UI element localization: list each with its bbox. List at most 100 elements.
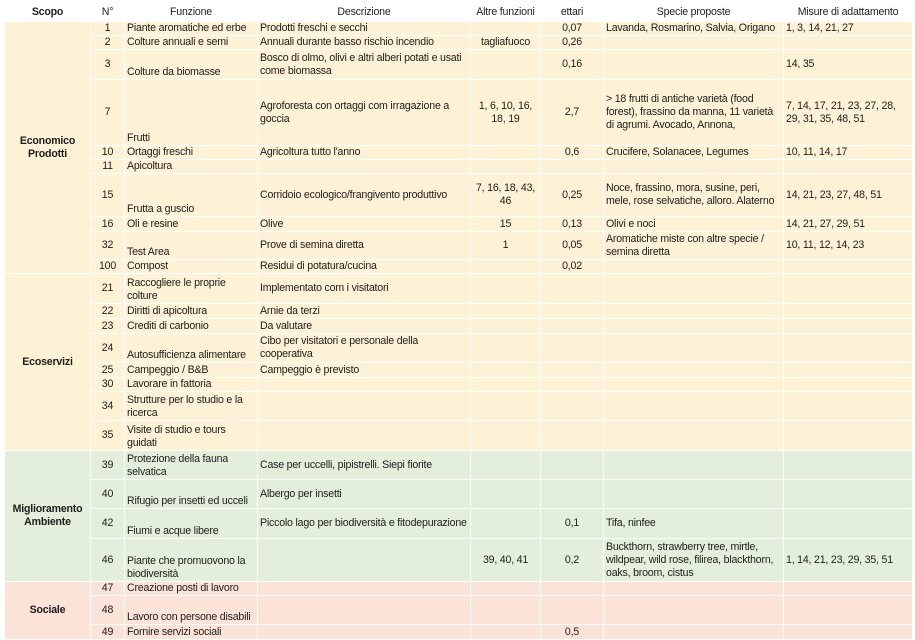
descrizione-cell [257,391,471,421]
specie-cell [603,49,784,80]
num-cell: 7 [90,79,125,146]
ettari-cell: 0,13 [540,216,604,232]
funzione-cell: Creazione posti di lavoro [124,581,258,596]
misure-cell [783,450,913,480]
altre-cell: 7, 16, 18, 43, 46 [470,173,541,217]
misure-cell [783,333,913,363]
num-cell: 100 [90,259,125,274]
num-cell: 35 [90,420,125,451]
table-row: 23 Crediti di carbonio Da valutare [4,318,913,334]
altre-cell: tagliafuoco [470,35,541,50]
specie-cell [603,450,784,480]
ettari-cell: 0,02 [540,259,604,274]
header-descrizione: Descrizione [257,2,471,22]
altre-cell [470,624,541,640]
descrizione-cell: Arnie da terzi [257,303,471,319]
table-row: 3 Colture da biomasse Bosco di olmo, olivi… [4,49,913,80]
num-cell: 40 [90,479,125,509]
misure-cell [783,391,913,421]
num-cell: 30 [90,377,125,392]
specie-cell [603,377,784,392]
ettari-cell: 2,7 [540,79,604,146]
descrizione-cell [257,159,471,174]
scopo-cell: Ecoservizi [4,273,91,451]
ettari-cell: 0,05 [540,231,604,260]
altre-cell [470,508,541,539]
funzione-cell: Lavorare in fattoria [124,377,258,392]
misure-cell [783,273,913,304]
funzione-cell: Rifugio per insetti ed ucceli [124,479,258,509]
altre-cell [470,49,541,80]
table-row: 40 Rifugio per insetti ed ucceli Albergo p… [4,479,913,509]
table-row: 7 Frutti Agroforesta con ortaggi com irrag… [4,79,913,146]
altre-cell [470,581,541,596]
altre-cell: 1, 6, 10, 16, 18, 19 [470,79,541,146]
num-cell: 34 [90,391,125,421]
specie-cell [603,391,784,421]
descrizione-cell [257,624,471,640]
misure-cell: 1, 14, 21, 23, 29, 35, 51 [783,538,913,582]
altre-cell: 15 [470,216,541,232]
num-cell: 39 [90,450,125,480]
descrizione-cell: Da valutare [257,318,471,334]
table-row: 100 Compost Residui di potatura/cucina 0,02 [4,259,913,274]
table-row: 48 Lavoro con persone disabili [4,595,913,625]
specie-cell [603,581,784,596]
misure-cell [783,624,913,640]
ettari-cell: 0,16 [540,49,604,80]
num-cell: 10 [90,145,125,160]
descrizione-cell: Agroforesta con ortaggi com irragazione … [257,79,471,146]
ettari-cell [540,581,604,596]
descrizione-cell: Olive [257,216,471,232]
ettari-cell [540,159,604,174]
altre-cell [470,595,541,625]
specie-cell [603,318,784,334]
specie-cell [603,420,784,451]
header-specie: Specie proposte [603,2,784,22]
misure-cell: 10, 11, 14, 17 [783,145,913,160]
descrizione-cell: Case per uccelli, pipistrelli. Siepi fio… [257,450,471,480]
altre-cell [470,450,541,480]
table-row: 32 Test Area Prove di semina diretta 1 0,05 A… [4,231,913,260]
ettari-cell: 0,07 [540,21,604,36]
table-row: Ecoservizi 21 Raccogliere le proprie coltu… [4,273,913,451]
altre-cell [470,303,541,319]
funzione-cell: Colture annuali e semi [124,35,258,50]
funzione-cell: Fornire servizi sociali [124,624,258,640]
altre-cell [470,273,541,304]
funzione-cell: Diritti di apicoltura [124,303,258,319]
altre-cell [470,377,541,392]
table-row: 49 Fornire servizi sociali 0,5 [4,624,913,640]
misure-cell [783,259,913,274]
num-cell: 15 [90,173,125,217]
altre-cell [470,159,541,174]
num-cell: 2 [90,35,125,50]
table-row: Economico Prodotti 1 Piante aromatiche ed … [4,21,913,274]
funzione-cell: Raccogliere le proprie colture [124,273,258,304]
funzione-cell: Lavoro con persone disabili [124,595,258,625]
misure-cell: 14, 35 [783,49,913,80]
header-row: Scopo N° Funzione Descrizione Altre funz… [4,2,913,22]
funzione-cell: Test Area [124,231,258,260]
table-row: 42 Fiumi e acque libere Piccolo lago per b… [4,508,913,539]
table-row: 16 Oli e resine Olive 15 0,13 Olivi e noci 14,… [4,216,913,232]
altre-cell [470,362,541,378]
table-row: 46 Piante che promuovono la biodiversità 3… [4,538,913,582]
misure-cell [783,362,913,378]
ettari-cell [540,303,604,319]
funzione-cell: Strutture per lo studio e la ricerca [124,391,258,421]
descrizione-cell [257,538,471,582]
num-cell: 47 [90,581,125,596]
header-scopo: Scopo [4,2,91,22]
num-cell: 25 [90,362,125,378]
misure-cell: 10, 11, 12, 14, 23 [783,231,913,260]
descrizione-cell: Cibo per visitatori e personale della co… [257,333,471,363]
table-row: 35 Visite di studio e tours guidati [4,420,913,451]
table-row: 34 Strutture per lo studio e la ricerca [4,391,913,421]
table-row: Miglioramento Ambiente 39 Protezione della… [4,450,913,582]
ettari-cell [540,273,604,304]
num-cell: 11 [90,159,125,174]
num-cell: 32 [90,231,125,260]
misure-cell [783,35,913,50]
num-cell: 48 [90,595,125,625]
